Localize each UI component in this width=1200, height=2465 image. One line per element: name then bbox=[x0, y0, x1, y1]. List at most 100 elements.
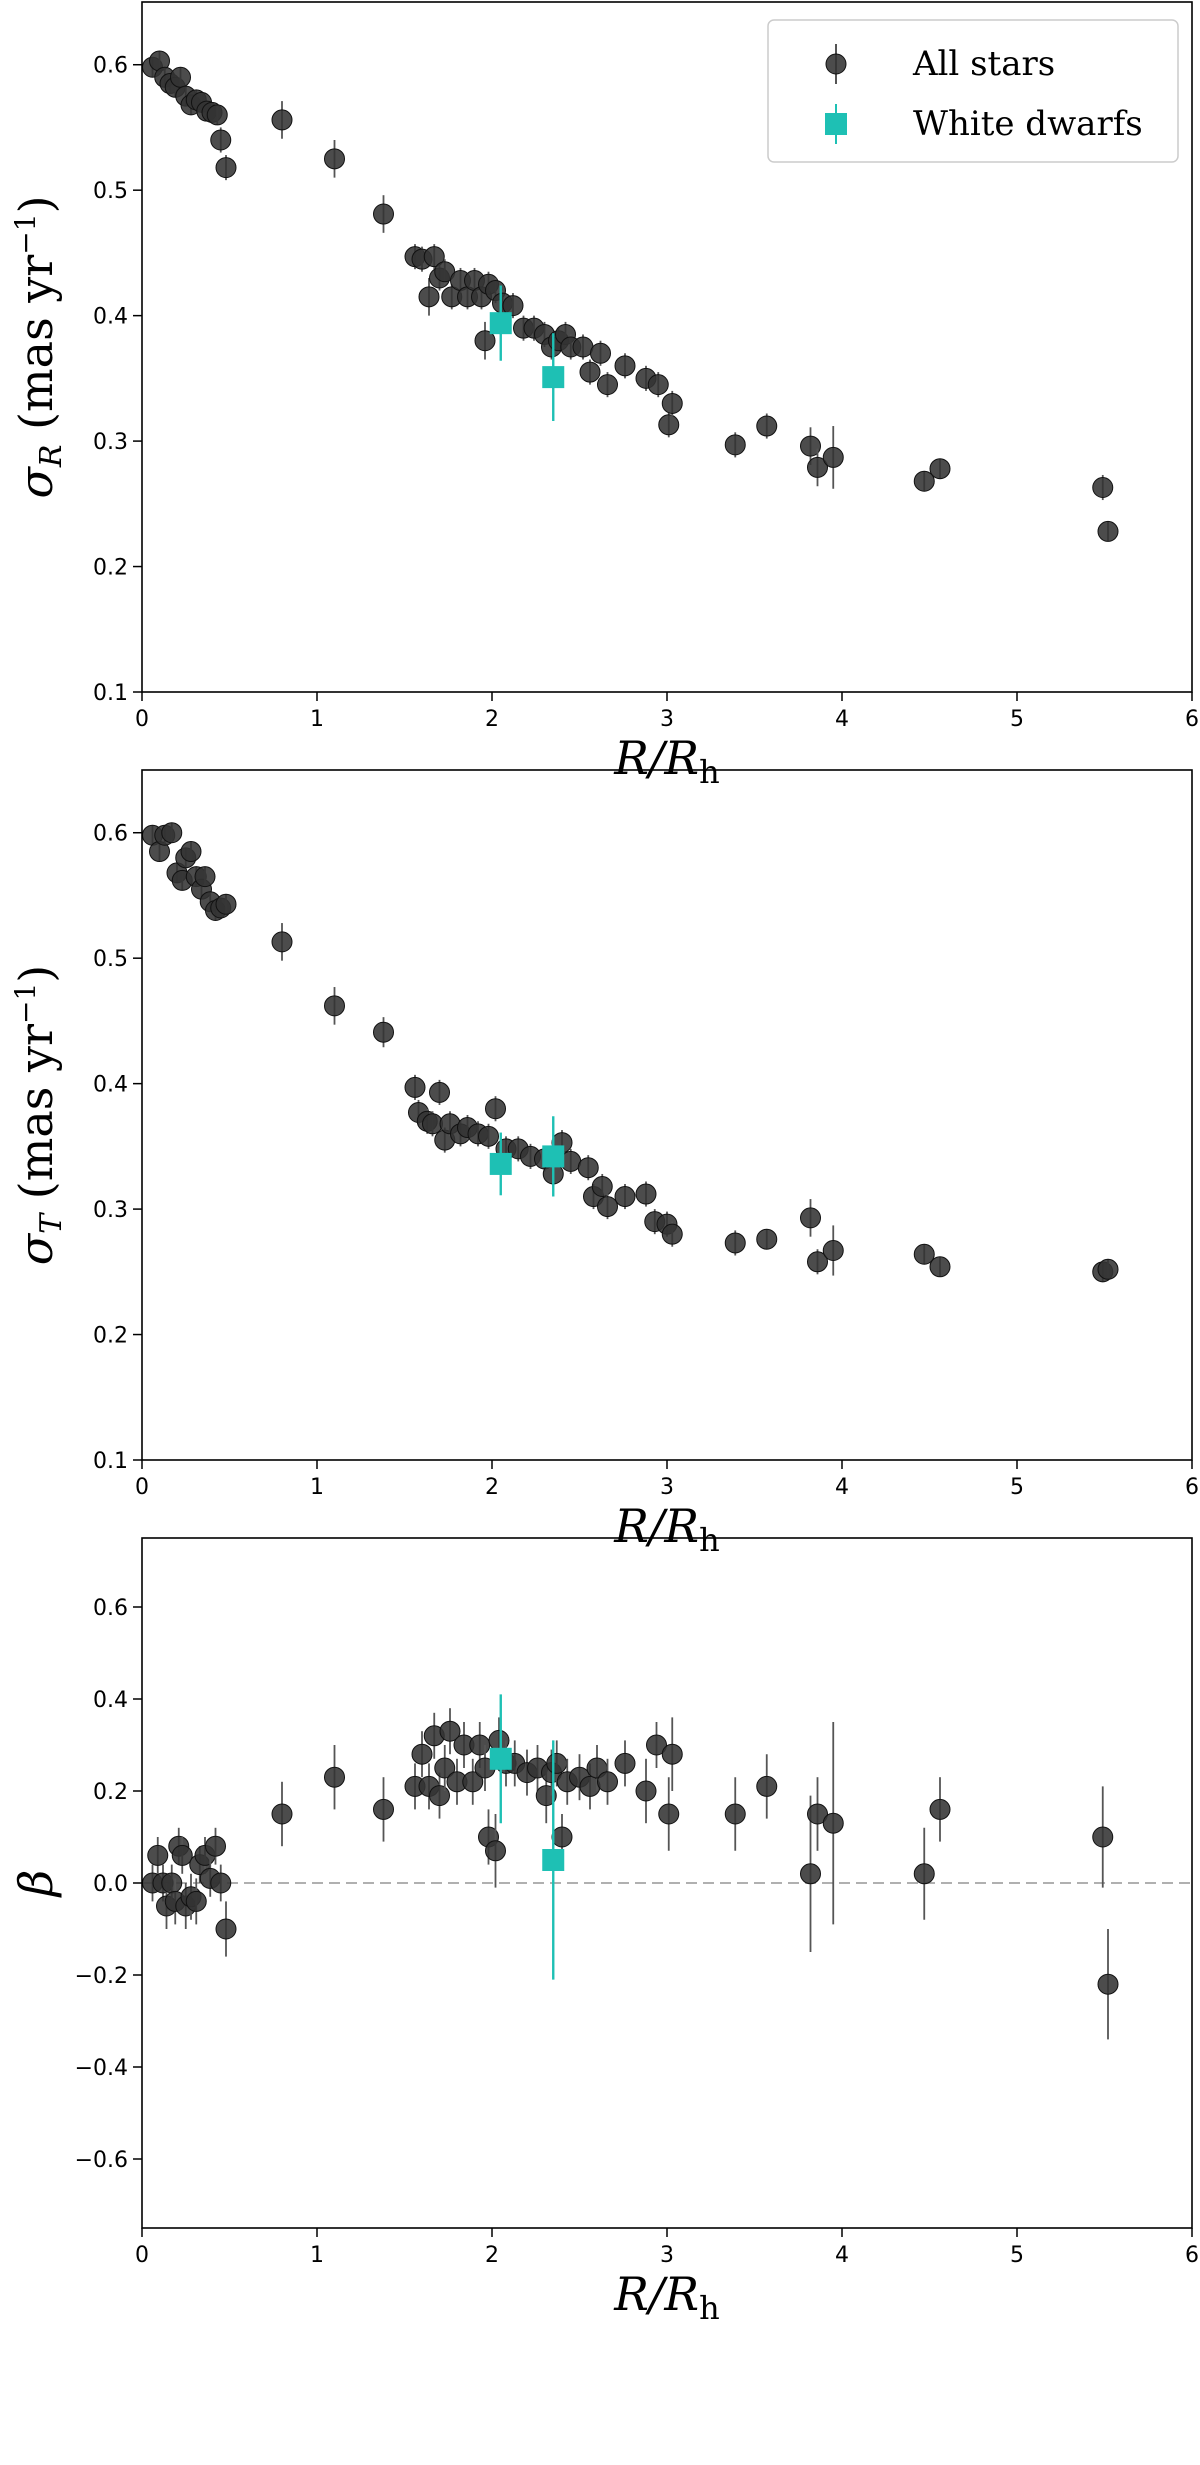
star-marker bbox=[590, 342, 611, 364]
star-marker bbox=[210, 129, 232, 151]
x-tick-label: 0 bbox=[135, 707, 149, 732]
y-tick-label: 0.3 bbox=[93, 430, 128, 455]
y-axis-label-main: σ bbox=[9, 466, 63, 499]
star-marker bbox=[373, 1798, 394, 1820]
star-marker bbox=[205, 1835, 226, 1857]
star-marker bbox=[635, 1780, 657, 1802]
x-tick-label: 2 bbox=[485, 707, 499, 732]
star-marker bbox=[423, 246, 445, 268]
star-marker bbox=[635, 1183, 657, 1205]
y-axis-label-unit-close: ) bbox=[9, 195, 63, 213]
white-dwarf-marker bbox=[489, 1747, 512, 1770]
y-tick-label: −0.6 bbox=[75, 2148, 128, 2173]
star-marker bbox=[800, 1207, 821, 1229]
star-marker bbox=[171, 1844, 193, 1866]
star-marker bbox=[913, 470, 935, 492]
legend-box bbox=[767, 19, 1179, 163]
star-marker bbox=[147, 1844, 169, 1866]
y-axis-label-unit: (mas yr bbox=[9, 1024, 63, 1214]
white-dwarf-marker bbox=[489, 312, 512, 335]
star-marker bbox=[661, 392, 683, 414]
y-axis-label-main: σ bbox=[9, 1232, 63, 1265]
star-marker bbox=[373, 1021, 394, 1043]
star-marker bbox=[271, 931, 293, 953]
y-axis-label: β bbox=[9, 1870, 63, 1899]
star-marker bbox=[597, 1771, 618, 1793]
star-marker bbox=[647, 374, 669, 396]
x-tick-label: 2 bbox=[485, 1475, 499, 1500]
star-marker bbox=[614, 355, 636, 377]
legend-star-marker bbox=[825, 53, 847, 75]
y-tick-label: 0.6 bbox=[93, 54, 128, 79]
star-marker bbox=[324, 995, 345, 1017]
star-marker bbox=[756, 415, 778, 437]
star-marker bbox=[913, 1243, 935, 1265]
y-tick-label: 0.1 bbox=[93, 681, 128, 706]
x-axis-label-main: R/R bbox=[613, 731, 699, 785]
star-marker bbox=[822, 1239, 844, 1261]
star-marker bbox=[577, 1157, 599, 1179]
x-tick-label: 3 bbox=[660, 1475, 674, 1500]
series-white-dwarfs bbox=[489, 1694, 565, 1980]
star-marker bbox=[215, 157, 237, 179]
chart-panel-1: 0 1 2 3 4 5 6 0.1 0.2 0.3 0.4 0.5 0.6 R/Rh σR (mas yr−… bbox=[9, 1, 1199, 791]
star-marker bbox=[546, 1752, 568, 1774]
y-tick-label: 0.6 bbox=[93, 1596, 128, 1621]
star-marker bbox=[418, 286, 440, 308]
y-tick-label: 0.3 bbox=[93, 1198, 128, 1223]
star-marker bbox=[756, 1228, 778, 1250]
x-axis-label: R/Rh bbox=[613, 2267, 719, 2327]
star-marker bbox=[807, 1803, 828, 1825]
x-axis-label: R/Rh bbox=[613, 1499, 719, 1559]
star-marker bbox=[1097, 1973, 1119, 1995]
star-marker bbox=[822, 1812, 844, 1834]
y-tick-label: 0.4 bbox=[93, 1688, 128, 1713]
star-marker bbox=[913, 1863, 935, 1885]
plot-frame bbox=[141, 769, 1193, 1461]
x-axis-label-main: R/R bbox=[613, 1499, 699, 1553]
y-tick-label: 0.2 bbox=[93, 1324, 128, 1349]
x-tick-label: 2 bbox=[485, 2243, 499, 2268]
x-tick-label: 5 bbox=[1010, 707, 1024, 732]
star-marker bbox=[929, 1256, 951, 1278]
star-marker bbox=[411, 1743, 433, 1765]
x-tick-label: 1 bbox=[310, 1475, 324, 1500]
star-marker bbox=[724, 1232, 746, 1254]
star-marker bbox=[614, 1186, 636, 1208]
y-axis-label-unit: (mas yr bbox=[9, 255, 63, 445]
x-axis-label-subscript: h bbox=[699, 2289, 720, 2327]
star-marker bbox=[170, 66, 191, 88]
star-marker bbox=[661, 1743, 683, 1765]
star-marker bbox=[502, 295, 524, 317]
white-dwarf-marker bbox=[489, 1152, 512, 1175]
star-marker bbox=[429, 1081, 450, 1103]
series-all-stars bbox=[142, 822, 1119, 1283]
y-axis-label-subscript: R bbox=[34, 445, 69, 469]
x-tick-label: 0 bbox=[135, 2243, 149, 2268]
star-marker bbox=[271, 1803, 293, 1825]
star-marker bbox=[206, 104, 228, 126]
star-marker bbox=[210, 1872, 232, 1894]
y-tick-label: 0.1 bbox=[93, 1449, 128, 1474]
star-marker bbox=[800, 1863, 821, 1885]
white-dwarf-marker bbox=[542, 366, 565, 389]
legend: All stars White dwarfs bbox=[767, 19, 1179, 163]
star-marker bbox=[661, 1223, 683, 1245]
x-axis-label-subscript: h bbox=[699, 1521, 720, 1559]
star-marker bbox=[572, 336, 594, 358]
y-axis-label: σT (mas yr−1) bbox=[9, 965, 69, 1265]
y-axis-label-subscript: T bbox=[34, 1212, 69, 1234]
star-marker bbox=[474, 330, 496, 352]
star-marker bbox=[215, 893, 237, 915]
star-marker bbox=[822, 446, 844, 468]
legend-entry-label: White dwarfs bbox=[913, 104, 1143, 144]
star-marker bbox=[591, 1176, 613, 1198]
chart-panel-2: 0 1 2 3 4 5 6 0.1 0.2 0.3 0.4 0.5 0.6 R/Rh σT (mas yr−… bbox=[9, 769, 1199, 1559]
star-marker bbox=[485, 1098, 506, 1120]
star-marker bbox=[434, 1757, 456, 1779]
star-marker bbox=[161, 1872, 183, 1894]
series-all-stars bbox=[142, 1708, 1119, 2040]
y-axis-label-unit-exponent: −1 bbox=[9, 983, 42, 1024]
y-tick-label: 0.5 bbox=[93, 179, 128, 204]
